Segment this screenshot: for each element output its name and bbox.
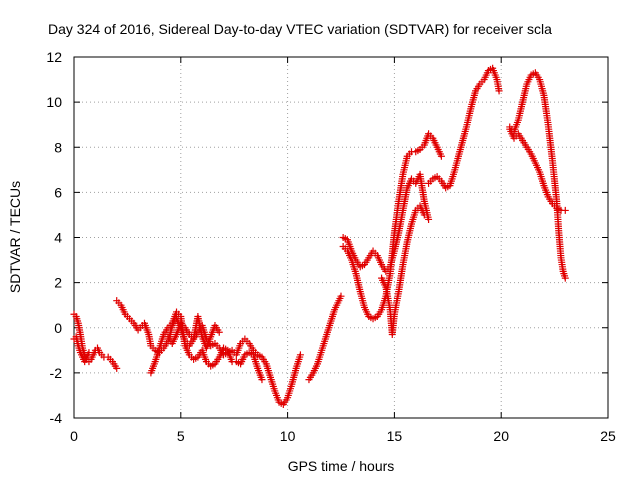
x-tick-label: 5 (177, 428, 185, 444)
data-point (561, 206, 569, 214)
data-point (420, 211, 428, 219)
data-point (296, 351, 304, 359)
axes: 0 5 10 15 20 25 -4 -2 0 2 4 6 8 10 12 (46, 49, 616, 444)
y-tick-label: -2 (50, 365, 63, 381)
y-tick-label: 4 (54, 230, 62, 246)
x-axis-title: GPS time / hours (288, 458, 395, 474)
y-tick-label: 2 (54, 275, 62, 291)
x-tick-label: 25 (600, 428, 616, 444)
data-point (113, 364, 121, 372)
grid (74, 57, 608, 418)
data-point (495, 87, 503, 95)
y-tick-label: 10 (46, 94, 62, 110)
y-tick-label: 0 (54, 320, 62, 336)
data-point (425, 215, 433, 223)
y-tick-label: 8 (54, 139, 62, 155)
x-tick-label: 15 (387, 428, 403, 444)
x-tick-label: 0 (70, 428, 78, 444)
y-axis-title: SDTVAR / TECUs (7, 181, 23, 293)
data-point (561, 274, 569, 282)
data-point (337, 292, 345, 300)
x-tick-label: 10 (280, 428, 296, 444)
data-point (215, 328, 223, 336)
y-tick-label: -4 (50, 410, 63, 426)
data-point (258, 376, 266, 384)
chart-title: Day 324 of 2016, Sidereal Day-to-day VTE… (48, 21, 552, 37)
y-tick-label: 12 (46, 49, 62, 65)
x-tick-label: 20 (493, 428, 509, 444)
data-points (70, 64, 569, 408)
y-tick-label: 6 (54, 184, 62, 200)
data-point (85, 349, 93, 357)
data-point (437, 152, 445, 160)
